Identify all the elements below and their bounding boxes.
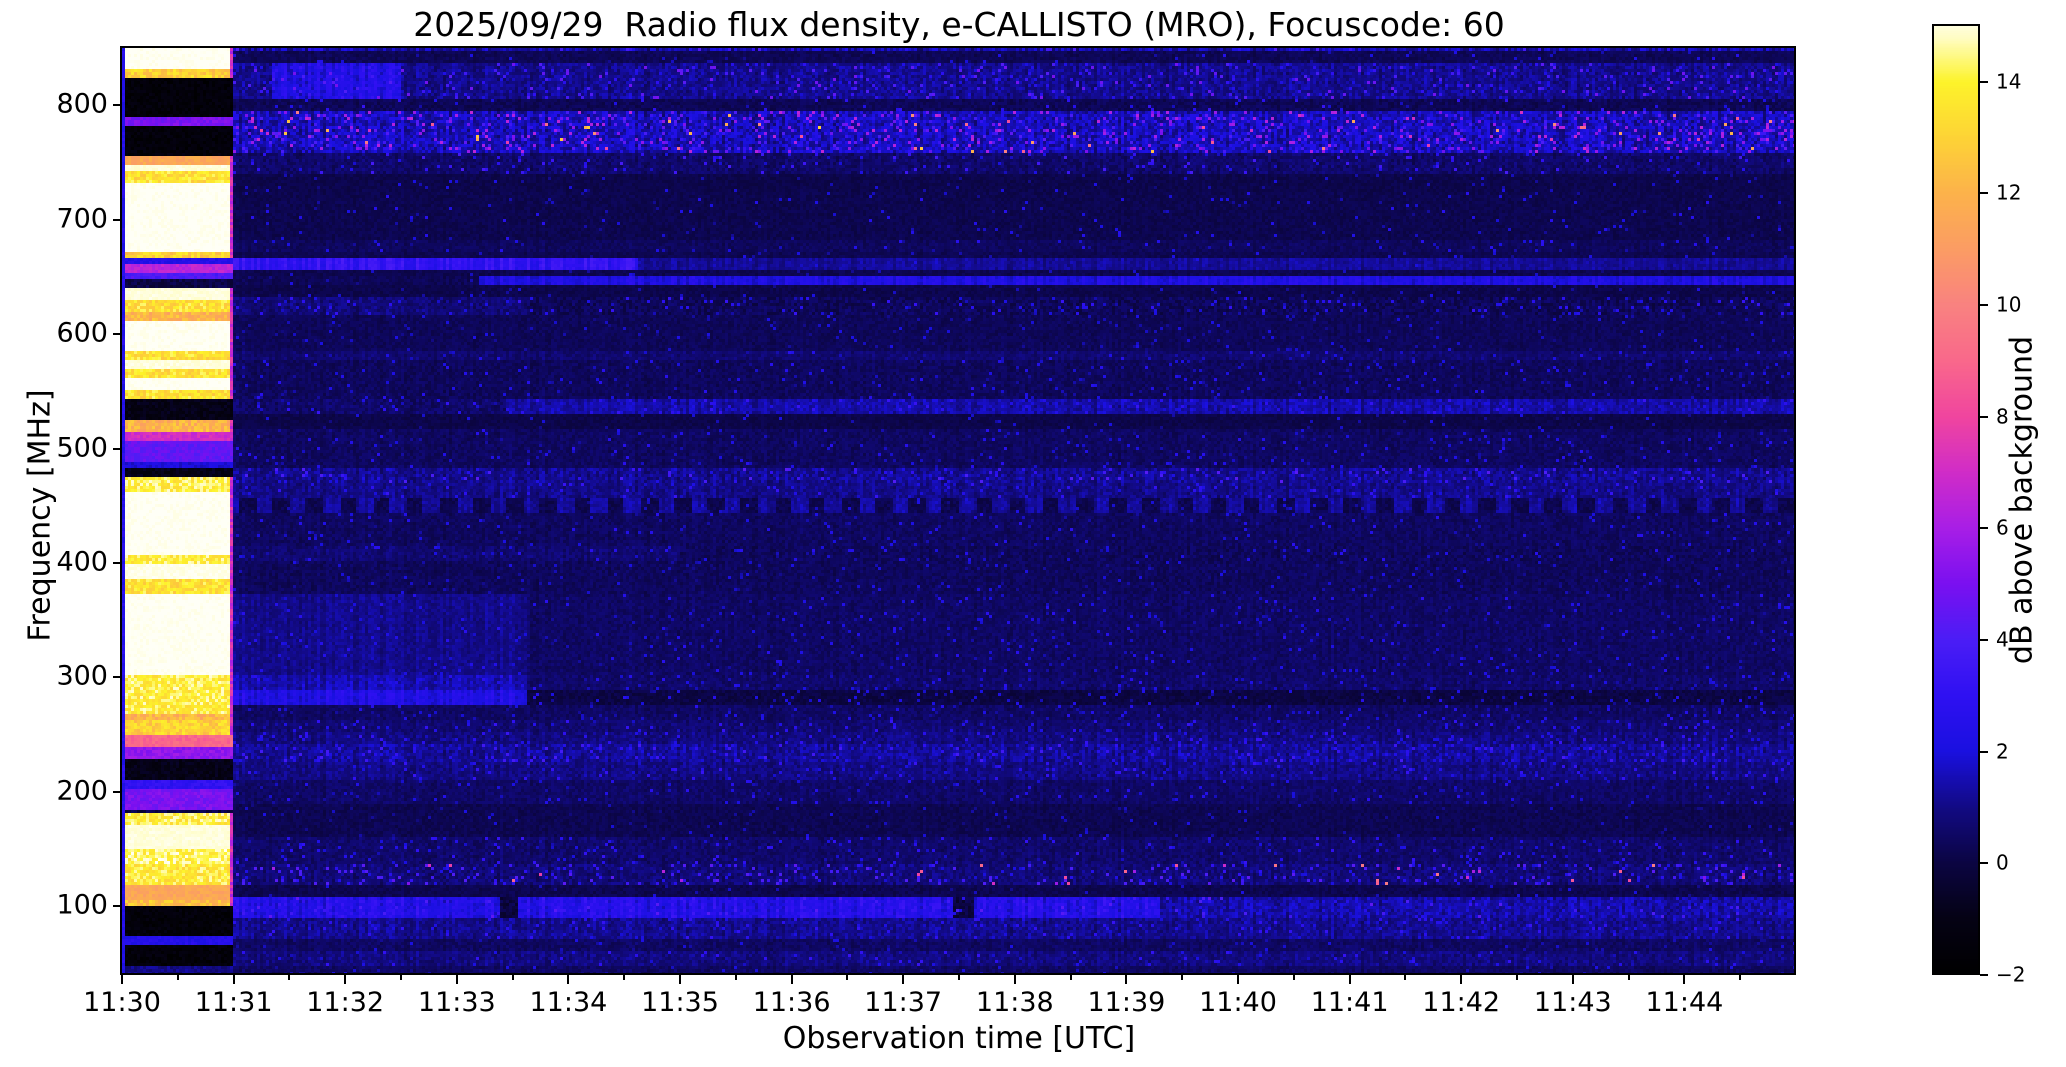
x-tick-label: 11:32 xyxy=(306,987,385,1018)
x-minor-tick-mark xyxy=(846,975,849,980)
x-tick-mark xyxy=(232,975,235,984)
x-tick-mark xyxy=(567,975,570,984)
x-tick-label: 11:40 xyxy=(1199,987,1277,1018)
x-tick-label: 11:39 xyxy=(1087,987,1166,1018)
colorbar-tick-label: 14 xyxy=(1996,69,2022,94)
y-tick-label: 100 xyxy=(56,889,108,921)
x-minor-tick-mark xyxy=(1069,975,1072,980)
x-minor-tick-mark xyxy=(288,975,291,980)
colorbar-tick-mark xyxy=(1980,527,1988,530)
x-minor-tick-mark xyxy=(1739,975,1742,980)
x-minor-tick-mark xyxy=(176,975,179,980)
x-minor-tick-mark xyxy=(1516,975,1518,980)
colorbar-tick-mark xyxy=(1980,80,1988,83)
x-tick-mark xyxy=(121,975,123,984)
colorbar-tick-label: 0 xyxy=(1996,850,2009,875)
x-axis-label: Observation time [UTC] xyxy=(782,1021,1136,1056)
colorbar-tick-label: 8 xyxy=(1996,404,2009,429)
y-tick-label: 600 xyxy=(56,317,108,349)
x-tick-label: 11:38 xyxy=(975,987,1054,1018)
y-tick-label: 300 xyxy=(56,660,108,692)
y-axis-label: Frequency [MHz] xyxy=(22,389,58,642)
x-tick-mark xyxy=(1125,975,1128,984)
colorbar-label: dB above background xyxy=(2004,335,2040,665)
y-tick-label: 800 xyxy=(56,88,108,120)
y-tick-mark xyxy=(113,447,122,450)
x-tick-mark xyxy=(902,975,905,984)
x-tick-label: 11:44 xyxy=(1645,987,1724,1018)
x-tick-mark xyxy=(1571,975,1574,984)
colorbar-tick-label: 2 xyxy=(1996,739,2009,764)
x-tick-mark xyxy=(344,975,347,984)
x-tick-label: 11:35 xyxy=(641,987,719,1018)
colorbar-tick-mark xyxy=(1980,639,1988,642)
x-tick-label: 11:34 xyxy=(529,987,608,1018)
y-tick-mark xyxy=(113,790,122,793)
y-tick-mark xyxy=(113,218,122,221)
spectrogram-canvas xyxy=(122,48,1796,975)
x-tick-label: 11:42 xyxy=(1422,987,1501,1018)
colorbar-tick-label: 10 xyxy=(1996,292,2022,317)
colorbar-tick-mark xyxy=(1980,974,1988,976)
x-tick-label: 11:43 xyxy=(1533,987,1612,1018)
x-tick-mark xyxy=(455,975,458,984)
colorbar-tick-mark xyxy=(1980,304,1988,307)
x-tick-label: 11:36 xyxy=(752,987,831,1018)
y-tick-mark xyxy=(113,104,122,107)
x-tick-mark xyxy=(1237,975,1239,984)
y-tick-label: 700 xyxy=(56,202,108,234)
x-minor-tick-mark xyxy=(400,975,402,980)
x-tick-mark xyxy=(1460,975,1463,984)
x-minor-tick-mark xyxy=(958,975,960,980)
x-minor-tick-mark xyxy=(1404,975,1407,980)
y-tick-label: 400 xyxy=(56,546,108,578)
y-tick-mark xyxy=(113,676,122,679)
x-tick-mark xyxy=(1683,975,1686,984)
x-minor-tick-mark xyxy=(623,975,626,980)
x-tick-label: 11:33 xyxy=(417,987,496,1018)
colorbar-tick-label: 4 xyxy=(1996,627,2009,652)
x-tick-label: 11:31 xyxy=(194,987,273,1018)
x-tick-label: 11:41 xyxy=(1310,987,1389,1018)
colorbar-tick-mark xyxy=(1980,750,1988,753)
colorbar-tick-mark xyxy=(1980,192,1988,195)
y-tick-mark xyxy=(113,333,122,336)
colorbar-tick-mark xyxy=(1980,415,1988,418)
x-minor-tick-mark xyxy=(1181,975,1184,980)
x-minor-tick-mark xyxy=(1292,975,1295,980)
colorbar-canvas xyxy=(1934,26,1980,975)
x-tick-label: 11:37 xyxy=(864,987,943,1018)
x-tick-mark xyxy=(1013,975,1016,984)
chart-title: 2025/09/29 Radio flux density, e-CALLIST… xyxy=(413,5,1505,44)
x-tick-label: 11:30 xyxy=(83,987,161,1018)
x-minor-tick-mark xyxy=(734,975,737,980)
y-tick-mark xyxy=(113,905,122,908)
x-tick-mark xyxy=(790,975,793,984)
colorbar-tick-mark xyxy=(1980,862,1988,865)
x-tick-mark xyxy=(679,975,681,984)
x-minor-tick-mark xyxy=(511,975,514,980)
colorbar-tick-label: 6 xyxy=(1996,515,2009,540)
colorbar-tick-label: 12 xyxy=(1996,180,2022,205)
y-tick-mark xyxy=(113,562,122,564)
x-minor-tick-mark xyxy=(1627,975,1630,980)
y-tick-label: 200 xyxy=(56,775,108,807)
x-tick-mark xyxy=(1348,975,1351,984)
colorbar-tick-label: −2 xyxy=(1996,962,2026,987)
y-tick-label: 500 xyxy=(56,431,108,463)
